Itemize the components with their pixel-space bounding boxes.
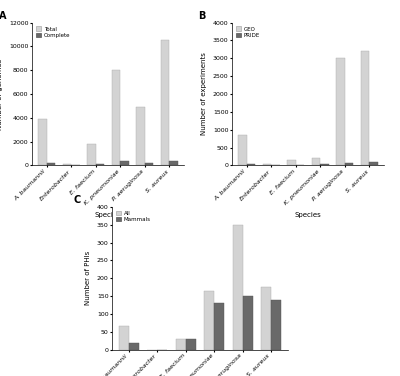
Legend: Total, Complete: Total, Complete [35,25,71,39]
Bar [204,291,214,350]
Bar [345,162,353,165]
Bar [129,343,139,350]
Y-axis label: Number of experiments: Number of experiments [201,53,207,135]
Bar [87,144,96,165]
Bar [238,135,247,165]
Text: B: B [198,11,206,21]
Bar [38,119,47,165]
Bar [119,326,129,350]
Bar [120,161,129,165]
Y-axis label: Number of genomes: Number of genomes [0,58,4,130]
Bar [136,107,145,165]
Bar [186,339,196,350]
Text: A: A [0,11,6,21]
Bar [233,224,242,350]
X-axis label: Species: Species [95,212,121,218]
Bar [247,164,255,165]
Bar [112,70,120,165]
Bar [96,164,104,165]
Bar [263,164,271,165]
Bar [47,163,55,165]
Legend: GEO, PRIDE: GEO, PRIDE [235,25,261,39]
Bar [271,300,281,350]
Bar [361,51,369,165]
Bar [320,164,329,165]
Bar [261,287,271,350]
Bar [63,164,71,165]
Bar [214,303,224,350]
Bar [145,163,153,165]
Bar [169,161,178,165]
Bar [336,58,345,165]
X-axis label: Species: Species [295,212,321,218]
Text: C: C [73,196,80,205]
Bar [242,296,252,350]
Legend: All, Mammals: All, Mammals [115,209,152,223]
Bar [161,40,169,165]
Y-axis label: Number of PHIs: Number of PHIs [85,251,91,305]
Bar [369,162,378,165]
Bar [176,339,186,350]
Bar [287,160,296,165]
Bar [312,158,320,165]
